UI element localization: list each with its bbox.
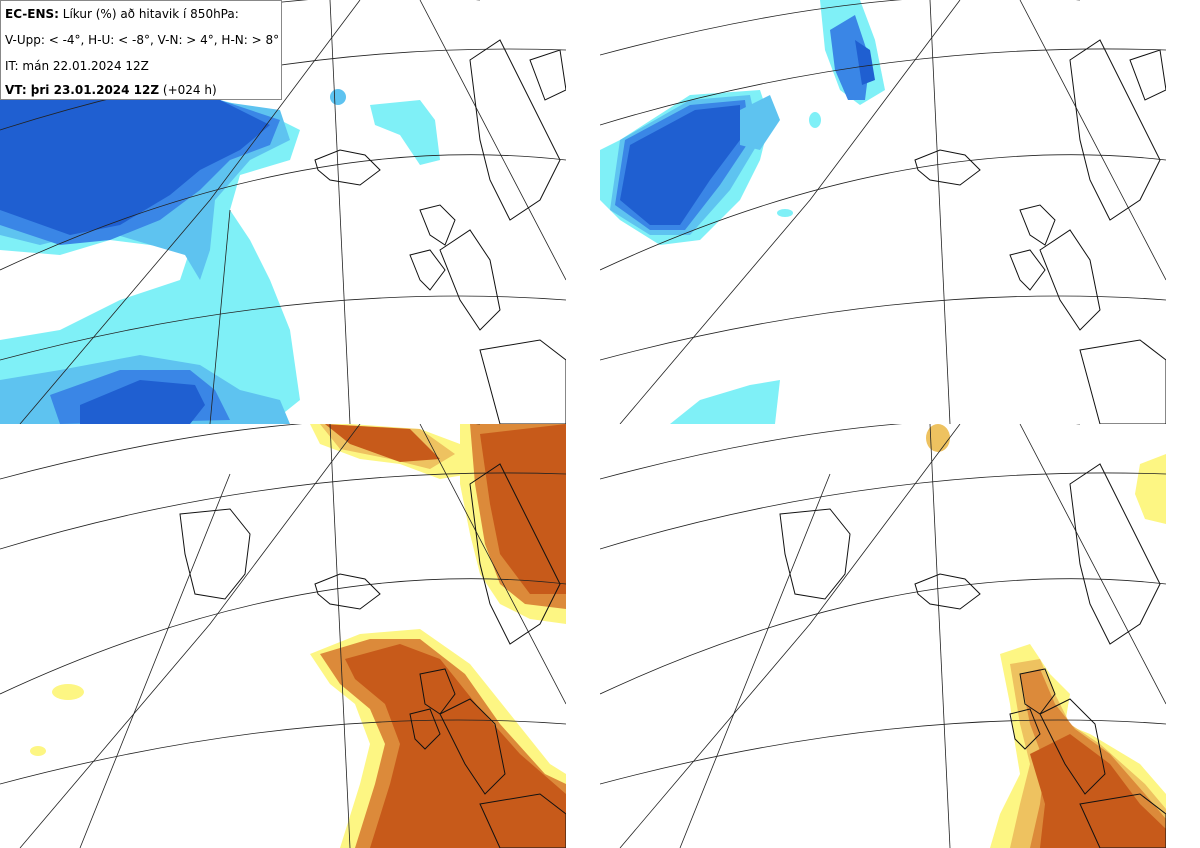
probability-map-v-n [0,424,566,848]
probability-map-h-n [600,424,1166,848]
map-panel-v-upp: 1009565355 [0,0,566,424]
map-panel-h-n: 1009565355 [600,424,1166,848]
description: Líkur (%) að hitavik í 850hPa: [62,7,239,21]
probability-map-v-upp [0,0,566,424]
title-box: EC-ENS: Líkur (%) að hitavik í 850hPa: V… [0,0,282,100]
title-line-4: VT: þri 23.01.2024 12Z (+024 h) [5,83,217,97]
thresholds: V-Upp: < -4°, H-U: < -8°, V-N: > 4°, H-N… [5,33,280,47]
probability-map-h-u [600,0,1166,424]
model-label: EC-ENS: [5,7,59,21]
valid-lead: (+024 h) [162,83,217,97]
title-line-1: EC-ENS: Líkur (%) að hitavik í 850hPa: [5,7,239,21]
map-panel-v-n: 1009565355 [0,424,566,848]
valid-time: VT: þri 23.01.2024 12Z [5,83,160,97]
init-time: IT: mán 22.01.2024 12Z [5,59,149,73]
map-panel-h-u: 1009565355 [600,0,1166,424]
